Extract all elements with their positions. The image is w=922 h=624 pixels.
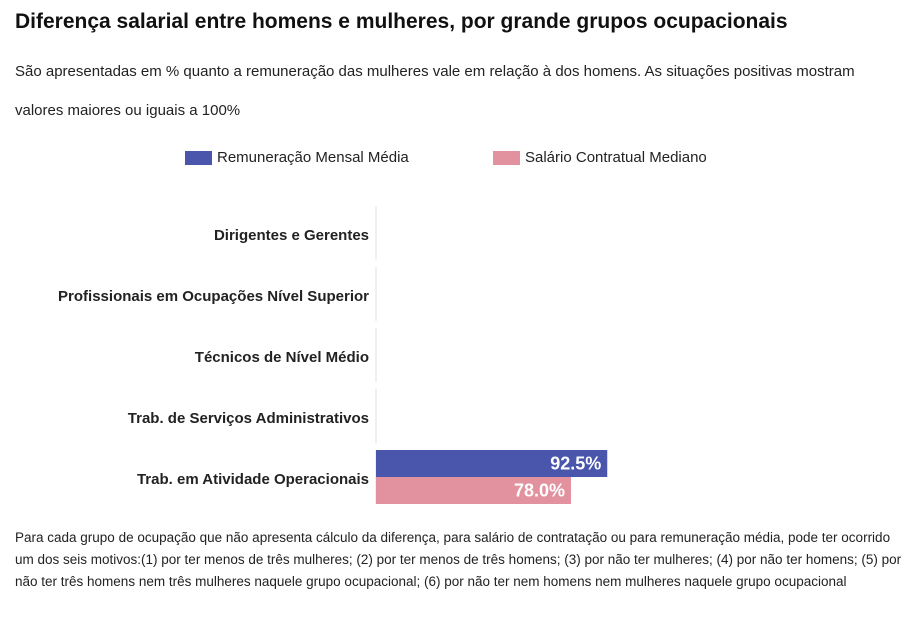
bar-value-label: 78.0% [514,481,565,501]
bar-chart: Dirigentes e Gerentes Profissionais em Oc… [58,206,608,504]
footnote: Para cada grupo de ocupação que não apre… [15,530,902,589]
bar-value-label: 92.5% [550,454,601,474]
legend: Remuneração Mensal Média Salário Contrat… [0,149,922,171]
category-label: Trab. de Serviços Administrativos [128,410,369,427]
category-label: Trab. em Atividade Operacionais [137,471,369,488]
legend-swatch-series-2 [493,150,520,165]
legend-label-series-1: Remuneração Mensal Média [217,149,409,166]
bar-series-1[interactable] [376,450,608,477]
bar-series-2[interactable] [376,477,571,504]
legend-label-series-2: Salário Contratual Mediano [525,149,707,166]
legend-item-series-2[interactable]: Salário Contratual Mediano [493,149,707,166]
chart-title: Diferença salarial entre homens e mulher… [15,10,788,33]
category-label: Profissionais em Ocupações Nível Superio… [58,288,369,305]
category-label: Técnicos de Nível Médio [195,349,369,366]
legend-item-series-1[interactable]: Remuneração Mensal Média [185,149,409,166]
category-label: Dirigentes e Gerentes [214,227,369,244]
chart-subtitle: São apresentadas em % quanto a remuneraç… [15,63,855,119]
legend-swatch-series-1 [185,150,212,165]
